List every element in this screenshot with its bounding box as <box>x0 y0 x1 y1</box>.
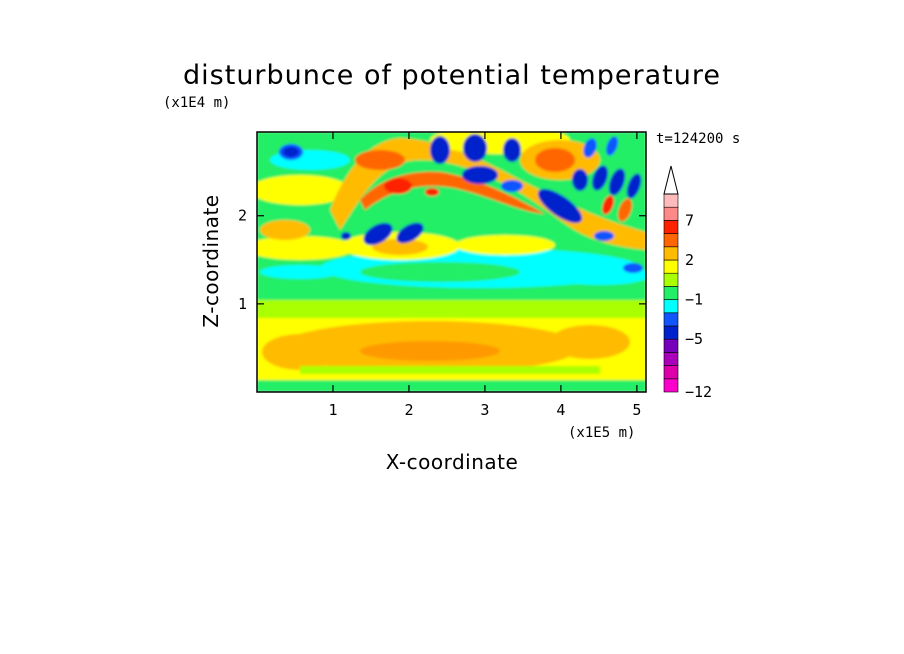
upper-left-orange <box>260 220 310 240</box>
colorbar-segment <box>663 272 679 287</box>
x-tick-label: 5 <box>632 401 641 419</box>
blue-cell-5 <box>430 136 450 164</box>
colorbar-segment <box>663 233 679 248</box>
blue-cell-2 <box>363 222 393 246</box>
colorbar-segment <box>663 325 679 340</box>
lower-orange-blob-2 <box>262 334 338 370</box>
upper-left-yellow <box>257 175 350 205</box>
x-unit-label: (x1E5 m) <box>568 425 635 441</box>
cyan-lobe <box>360 262 520 282</box>
blue-cell-11 <box>572 169 588 191</box>
colorbar-label: −1 <box>685 291 703 309</box>
y-axis-ticks: 12 <box>238 207 646 313</box>
blue-cell-18 <box>623 263 643 273</box>
y-tick-label: 2 <box>238 207 247 225</box>
blue-cell-9 <box>501 180 523 192</box>
heatmap-field <box>257 132 646 392</box>
colorbar-segment <box>663 246 679 261</box>
blue-cell-14 <box>626 173 642 199</box>
colorbar-segment <box>663 193 679 208</box>
blue-cell-12 <box>592 165 608 191</box>
bottom-green-strip <box>257 380 646 392</box>
colorbar-segment <box>663 299 679 314</box>
x-axis-ticks: 1 2 3 4 5 <box>328 132 641 419</box>
red-blob-2 <box>425 188 439 196</box>
colorbar-segment <box>663 312 679 327</box>
top-right-dark-orange <box>535 148 575 172</box>
blue-cell-6 <box>463 134 487 162</box>
blue-cell-4 <box>341 232 351 240</box>
lower-orange-blob-3 <box>550 325 630 359</box>
time-label: t=124200 s <box>656 131 740 147</box>
colorbar-segment <box>663 338 679 353</box>
colorbar-label: −12 <box>685 383 712 401</box>
y-axis-label: Z-coordinate <box>199 194 223 327</box>
red-cell-right-2 <box>602 195 614 215</box>
x-tick-label: 3 <box>480 401 489 419</box>
y-tick-label: 1 <box>238 295 247 313</box>
colorbar-segment <box>663 352 679 366</box>
red-cell-right-1 <box>618 198 632 222</box>
lower-orange-blob-4 <box>360 341 500 361</box>
x-tick-label: 2 <box>404 401 413 419</box>
colorbar-segment <box>663 365 679 380</box>
y-unit-label: (x1E4 m) <box>163 95 230 111</box>
colorbar-segment <box>663 259 679 274</box>
colorbar: −12−5−127 <box>663 165 712 401</box>
orange-blob-upper <box>355 150 405 170</box>
colorbar-segment <box>663 286 679 300</box>
red-blob-1 <box>384 178 412 194</box>
blue-cell-7 <box>462 166 498 184</box>
blue-cell-15 <box>583 138 597 158</box>
colorbar-segment <box>663 378 679 393</box>
colorbar-label: 7 <box>685 211 694 229</box>
blue-cell-1-core <box>283 147 299 157</box>
cyan-band-right <box>550 265 646 285</box>
x-tick-label: 4 <box>556 401 565 419</box>
x-axis-label: X-coordinate <box>386 450 519 474</box>
mid-lime-band <box>257 296 646 318</box>
yellow-ridge-right <box>455 235 555 255</box>
colorbar-segment <box>663 206 679 221</box>
blue-cell-10 <box>537 188 583 224</box>
plot-frame <box>256 131 647 393</box>
mid-green-band <box>257 286 646 300</box>
yellow-ridge-left <box>257 236 355 260</box>
colorbar-extend-arrow <box>663 165 679 195</box>
colorbar-segment <box>663 220 679 234</box>
blue-cell-16 <box>606 136 618 156</box>
cyan-band-left <box>260 265 340 279</box>
blue-cell-3 <box>396 222 424 244</box>
colorbar-label: −5 <box>685 330 703 348</box>
orange-crest <box>330 138 646 250</box>
x-tick-label: 1 <box>328 401 337 419</box>
blue-cell-17 <box>594 231 614 241</box>
blue-cell-13 <box>608 168 626 196</box>
blue-cell-8 <box>503 138 521 162</box>
bottom-yellow-strip <box>300 366 600 374</box>
chart-title: disturbunce of potential temperature <box>183 60 721 91</box>
yellow-ridge-orange <box>372 239 428 255</box>
colorbar-label: 2 <box>685 251 694 269</box>
